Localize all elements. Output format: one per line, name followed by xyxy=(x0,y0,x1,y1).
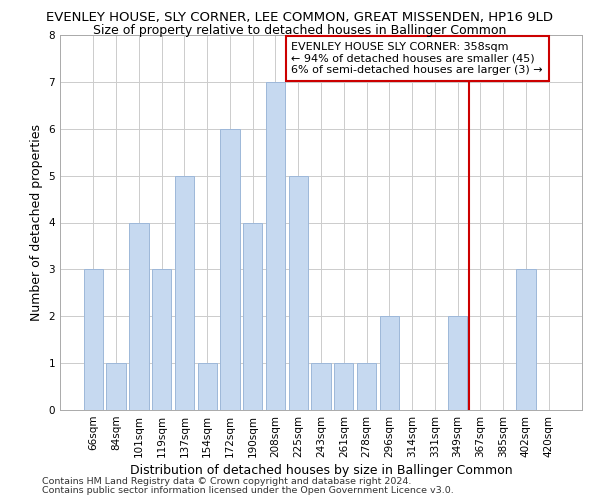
Text: Contains public sector information licensed under the Open Government Licence v3: Contains public sector information licen… xyxy=(42,486,454,495)
Bar xyxy=(448,316,467,410)
Bar xyxy=(380,316,399,410)
Bar xyxy=(220,129,239,410)
Y-axis label: Number of detached properties: Number of detached properties xyxy=(30,124,43,321)
Bar xyxy=(175,176,194,410)
Bar xyxy=(106,363,126,410)
Bar xyxy=(516,270,536,410)
X-axis label: Distribution of detached houses by size in Ballinger Common: Distribution of detached houses by size … xyxy=(130,464,512,477)
Bar xyxy=(311,363,331,410)
Text: EVENLEY HOUSE SLY CORNER: 358sqm
← 94% of detached houses are smaller (45)
6% of: EVENLEY HOUSE SLY CORNER: 358sqm ← 94% o… xyxy=(292,42,543,75)
Text: EVENLEY HOUSE, SLY CORNER, LEE COMMON, GREAT MISSENDEN, HP16 9LD: EVENLEY HOUSE, SLY CORNER, LEE COMMON, G… xyxy=(47,11,554,24)
Bar xyxy=(197,363,217,410)
Text: Contains HM Land Registry data © Crown copyright and database right 2024.: Contains HM Land Registry data © Crown c… xyxy=(42,477,412,486)
Bar xyxy=(84,270,103,410)
Bar xyxy=(152,270,172,410)
Bar xyxy=(334,363,353,410)
Bar xyxy=(357,363,376,410)
Bar xyxy=(243,222,262,410)
Bar xyxy=(129,222,149,410)
Bar xyxy=(289,176,308,410)
Bar xyxy=(266,82,285,410)
Text: Size of property relative to detached houses in Ballinger Common: Size of property relative to detached ho… xyxy=(94,24,506,37)
